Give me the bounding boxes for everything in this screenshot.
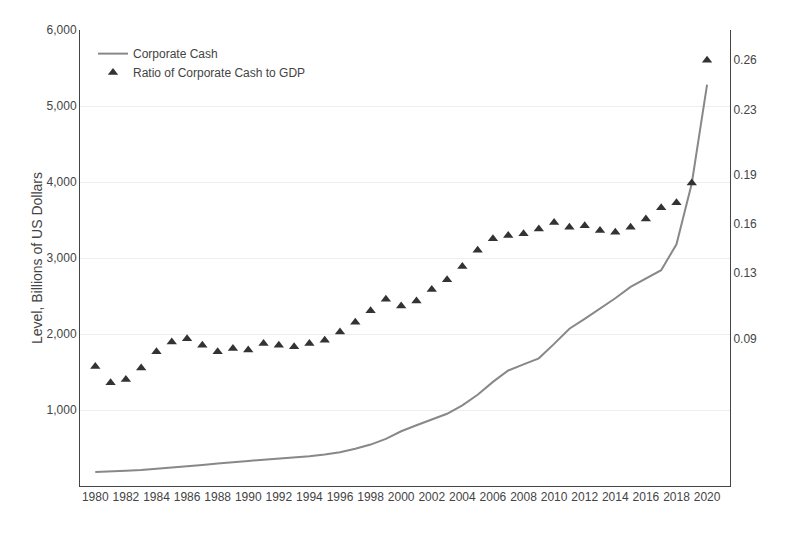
- svg-text:2,000: 2,000: [47, 327, 77, 341]
- svg-text:3,000: 3,000: [47, 251, 77, 265]
- svg-text:0.19: 0.19: [733, 168, 757, 182]
- svg-text:5,000: 5,000: [47, 99, 77, 113]
- svg-text:2012: 2012: [571, 490, 598, 504]
- svg-text:2010: 2010: [541, 490, 568, 504]
- svg-text:2018: 2018: [663, 490, 690, 504]
- svg-text:1988: 1988: [204, 490, 231, 504]
- svg-text:2000: 2000: [388, 490, 415, 504]
- svg-text:1980: 1980: [82, 490, 109, 504]
- svg-text:1984: 1984: [143, 490, 170, 504]
- svg-text:2014: 2014: [602, 490, 629, 504]
- svg-text:0.26: 0.26: [733, 53, 757, 67]
- svg-text:2020: 2020: [694, 490, 721, 504]
- svg-text:0.23: 0.23: [733, 103, 757, 117]
- svg-text:1982: 1982: [113, 490, 140, 504]
- svg-text:Ratio of Corporate Cash to GDP: Ratio of Corporate Cash to GDP: [133, 66, 305, 80]
- svg-text:1986: 1986: [174, 490, 201, 504]
- svg-text:Level, Billions of US Dollars: Level, Billions of US Dollars: [29, 172, 45, 344]
- svg-text:1994: 1994: [296, 490, 323, 504]
- svg-text:Corporate Cash: Corporate Cash: [133, 47, 218, 61]
- svg-text:1992: 1992: [265, 490, 292, 504]
- svg-text:2008: 2008: [510, 490, 537, 504]
- svg-text:1996: 1996: [327, 490, 354, 504]
- svg-text:2004: 2004: [449, 490, 476, 504]
- svg-text:2006: 2006: [480, 490, 507, 504]
- svg-text:1,000: 1,000: [47, 403, 77, 417]
- svg-text:0.09: 0.09: [733, 332, 757, 346]
- svg-text:6,000: 6,000: [47, 23, 77, 37]
- svg-text:1990: 1990: [235, 490, 262, 504]
- svg-text:2002: 2002: [418, 490, 445, 504]
- svg-text:2016: 2016: [633, 490, 660, 504]
- svg-text:0.16: 0.16: [733, 217, 757, 231]
- svg-text:0.13: 0.13: [733, 266, 757, 280]
- svg-text:1998: 1998: [357, 490, 384, 504]
- svg-text:4,000: 4,000: [47, 175, 77, 189]
